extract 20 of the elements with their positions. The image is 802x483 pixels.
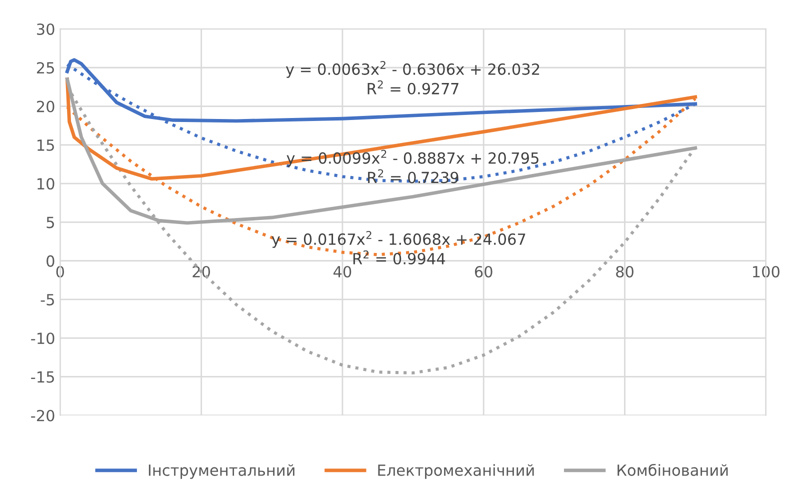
y-tick-label: 10 — [38, 178, 54, 190]
y-tick-label: -15 — [31, 371, 54, 383]
x-tick-label: 40 — [333, 266, 352, 278]
y-tick-label: 20 — [36, 100, 54, 112]
y-tick-label: -20 — [31, 410, 54, 422]
legend-label: Інструментальний — [148, 464, 294, 479]
x-tick-label: 0 — [56, 266, 64, 278]
legend-label: Електромеханічний — [378, 464, 534, 479]
y-tick-label: 15 — [38, 140, 54, 151]
y-tick-label: 5 — [46, 216, 54, 228]
x-tick-label: 80 — [616, 266, 634, 278]
y-tick-label: 25 — [36, 62, 54, 74]
annotation: y = 0.0063x$^{2}$ - 0.6306x + 26.032 R$^{2}$ = 0.9277 — [286, 60, 540, 94]
y-tick-label: -10 — [31, 332, 54, 344]
y-tick-label: 30 — [37, 23, 54, 35]
legend-label: Комбінований — [618, 464, 728, 476]
x-tick-label: 60 — [474, 266, 492, 278]
x-tick-label: 100 — [753, 266, 780, 278]
y-tick-label: -5 — [40, 294, 54, 306]
y-tick-label: 0 — [46, 255, 54, 267]
